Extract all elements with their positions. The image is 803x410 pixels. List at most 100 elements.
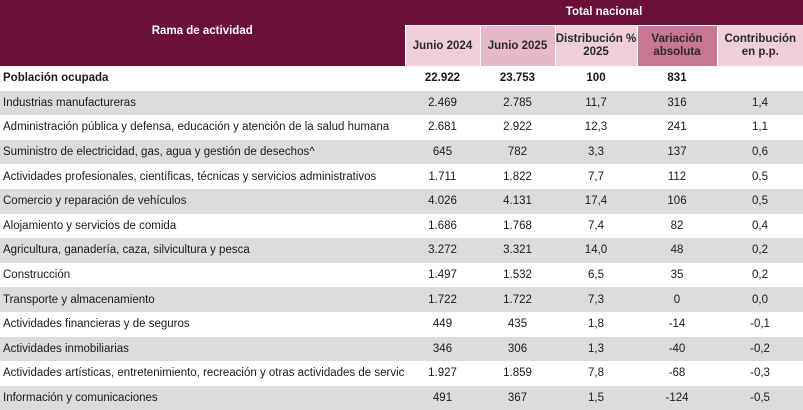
cell-contribucion: 0,2	[717, 238, 803, 263]
cell-variacion: 241	[667, 121, 687, 134]
row-label: Información y comunicaciones	[0, 385, 405, 410]
table-row: Transporte y almacenamiento 1.722 1.722 …	[0, 287, 803, 312]
cell-variacion: 831	[667, 72, 687, 85]
cell-junio-2024: 449	[432, 318, 453, 331]
cell-junio-2024: 645	[405, 139, 480, 165]
row-label: Actividades financieras y de seguros	[3, 318, 190, 331]
cell-junio-2024: 4.026	[405, 188, 480, 214]
cell-variacion: -40	[637, 336, 717, 362]
row-label: Alojamiento y servicios de comida	[3, 219, 177, 232]
cell-variacion: 82	[670, 219, 684, 232]
cell-junio-2025: 367	[480, 385, 555, 410]
cell-contribucion: 1,1	[752, 121, 769, 134]
cell-variacion: -14	[668, 318, 686, 331]
cell-distribucion: 7,8	[588, 367, 604, 380]
cell-variacion: 48	[637, 238, 717, 263]
cell-contribucion: 0,2	[752, 269, 769, 282]
cell-distribucion: 1,5	[555, 385, 637, 410]
cell-junio-2025: 23.753	[499, 72, 536, 85]
cell-variacion: 112	[667, 170, 687, 183]
cell-junio-2024: 2.469	[405, 90, 480, 116]
cell-distribucion: 17,4	[555, 188, 637, 214]
table-row-total: Población ocupada 22.922 23.753 100 831	[0, 66, 803, 91]
cell-contribucion: 1,4	[717, 90, 803, 116]
row-label: Población ocupada	[3, 72, 109, 85]
cell-contribucion	[717, 66, 803, 91]
table-row: Agricultura, ganadería, caza, silvicultu…	[0, 238, 803, 263]
cell-junio-2024: 1.686	[428, 219, 457, 232]
cell-junio-2024: 1.497	[428, 269, 457, 282]
cell-junio-2025: 4.131	[480, 188, 555, 214]
row-label: Actividades profesionales, científicas, …	[3, 170, 377, 183]
header-total-nacional: Total nacional	[405, 0, 803, 27]
cell-variacion: 35	[670, 269, 684, 282]
cell-junio-2025: 1.822	[503, 170, 532, 183]
header-junio-2024: Junio 2024	[404, 25, 480, 66]
cell-contribucion: -0,5	[717, 385, 803, 410]
cell-contribucion: 0,4	[752, 219, 769, 232]
cell-variacion: -68	[668, 367, 686, 380]
cell-junio-2025: 435	[507, 318, 528, 331]
table-row: Actividades financieras y de seguros 449…	[0, 312, 803, 337]
row-label: Administración pública y defensa, educac…	[3, 121, 390, 134]
cell-distribucion: 1,3	[555, 336, 637, 362]
cell-junio-2024: 3.272	[405, 238, 480, 263]
table-row: Actividades inmobiliarias 346 306 1,3 -4…	[0, 336, 803, 362]
cell-junio-2025: 306	[480, 336, 555, 362]
cell-distribucion: 11,7	[555, 90, 637, 116]
cell-junio-2024: 346	[405, 336, 480, 362]
row-label: Industrias manufactureras	[0, 90, 405, 116]
cell-variacion: 137	[637, 139, 717, 165]
cell-variacion: 106	[637, 188, 717, 214]
cell-junio-2025: 1.722	[480, 287, 555, 312]
row-label: Transporte y almacenamiento	[0, 287, 405, 312]
cell-contribucion: 0,5	[717, 188, 803, 214]
cell-junio-2024: 1.711	[428, 170, 457, 183]
table-header: Rama de actividad Total nacional Junio 2…	[0, 0, 803, 66]
cell-contribucion: 0,5	[752, 170, 769, 183]
header-distribucion: Distribución % 2025	[554, 25, 637, 66]
table-row: Construcción 1.497 1.532 6,5 35 0,2	[0, 263, 803, 288]
cell-junio-2025: 1.532	[503, 269, 532, 282]
cell-junio-2024: 1.927	[428, 367, 457, 380]
table-body: Población ocupada 22.922 23.753 100 831 …	[0, 66, 803, 410]
header-contribucion: Contribución en p.p.	[716, 25, 803, 66]
cell-junio-2025: 3.321	[480, 238, 555, 263]
cell-distribucion: 7,7	[588, 170, 604, 183]
cell-contribucion: -0,2	[717, 336, 803, 362]
table-row: Industrias manufactureras 2.469 2.785 11…	[0, 90, 803, 116]
cell-variacion: -124	[637, 385, 717, 410]
table-row: Suministro de electricidad, gas, agua y …	[0, 139, 803, 165]
cell-distribucion: 3,3	[555, 139, 637, 165]
row-label: Actividades artísticas, entretenimiento,…	[3, 367, 405, 380]
cell-variacion: 316	[637, 90, 717, 116]
header-variacion-absoluta: Variación absoluta	[636, 25, 717, 66]
table-row: Administración pública y defensa, educac…	[0, 115, 803, 140]
table-row: Actividades artísticas, entretenimiento,…	[0, 361, 803, 386]
cell-distribucion: 6,5	[588, 269, 604, 282]
cell-variacion: 0	[637, 287, 717, 312]
cell-contribucion: 0,0	[717, 287, 803, 312]
row-label: Construcción	[3, 269, 71, 282]
header-junio-2025: Junio 2025	[479, 25, 555, 66]
cell-distribucion: 7,3	[555, 287, 637, 312]
cell-junio-2025: 782	[480, 139, 555, 165]
cell-distribucion: 1,8	[588, 318, 604, 331]
table-row: Información y comunicaciones 491 367 1,5…	[0, 385, 803, 410]
cell-junio-2024: 1.722	[405, 287, 480, 312]
cell-junio-2024: 22.922	[424, 72, 461, 85]
cell-junio-2025: 2.922	[503, 121, 532, 134]
cell-junio-2025: 1.768	[503, 219, 532, 232]
cell-distribucion: 7,4	[588, 219, 604, 232]
cell-distribucion: 100	[586, 72, 606, 85]
cell-junio-2025: 2.785	[480, 90, 555, 116]
row-label: Actividades inmobiliarias	[0, 336, 405, 362]
header-rama-de-actividad: Rama de actividad	[0, 0, 405, 66]
table-row: Comercio y reparación de vehículos 4.026…	[0, 188, 803, 214]
cell-distribucion: 12,3	[584, 121, 608, 134]
cell-contribucion: 0,6	[717, 139, 803, 165]
row-label: Comercio y reparación de vehículos	[0, 188, 405, 214]
row-label: Agricultura, ganadería, caza, silvicultu…	[0, 238, 405, 263]
cell-junio-2025: 1.859	[503, 367, 532, 380]
